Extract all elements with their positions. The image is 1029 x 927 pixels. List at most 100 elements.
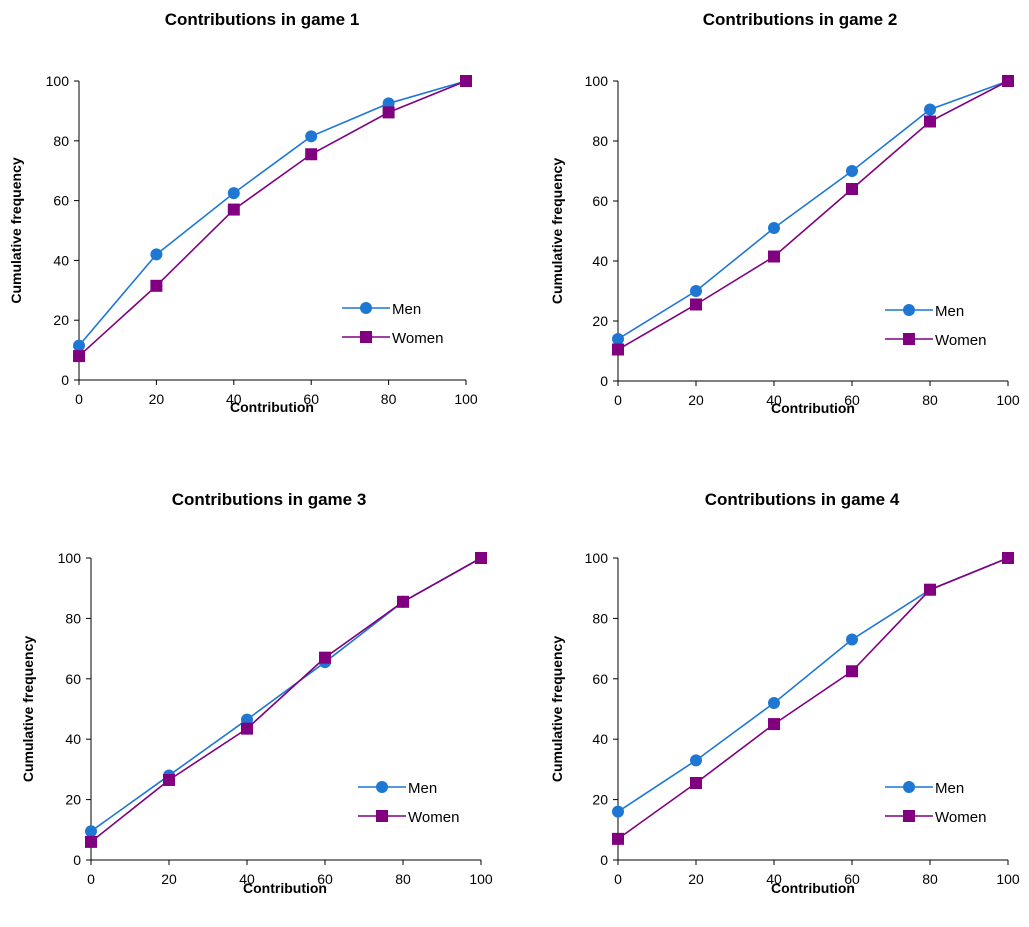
y-tick-label: 100 (58, 550, 82, 566)
data-point (690, 754, 702, 767)
x-tick-label: 40 (766, 871, 782, 887)
data-point (768, 222, 780, 234)
data-point (73, 339, 85, 352)
y-tick-label: 100 (46, 73, 70, 89)
x-tick-label: 40 (226, 391, 242, 407)
data-point (768, 696, 780, 709)
data-point (460, 75, 472, 87)
data-point (305, 130, 318, 143)
data-point (1002, 552, 1014, 564)
series-line (78, 80, 467, 347)
legend-marker (903, 333, 915, 345)
data-point (846, 633, 858, 646)
chart-panel-4: Contributions in game 4 0 20 40 60 80 100 0 20 40… (549, 490, 1020, 896)
series-line (617, 80, 1009, 340)
data-point (768, 718, 780, 731)
data-point (241, 722, 253, 735)
y-tick-label: 60 (592, 193, 608, 209)
y-tick-label: 20 (53, 312, 69, 328)
legend: Men Women (885, 303, 986, 349)
series-women (612, 552, 1014, 845)
y-tick-label: 80 (592, 610, 608, 626)
data-point (85, 825, 97, 838)
data-point (690, 285, 702, 297)
data-point (73, 350, 85, 363)
y-tick-label: 80 (65, 610, 81, 626)
legend-marker (360, 302, 372, 314)
y-tick-label: 40 (53, 252, 69, 268)
x-axis-title: Contribution (771, 400, 855, 416)
y-axis-title: Cumulative frequency (549, 636, 565, 782)
legend-label: Women (935, 809, 986, 826)
data-point (227, 187, 240, 200)
x-tick-label: 60 (844, 871, 860, 887)
x-tick-label: 0 (87, 871, 95, 887)
data-point (1002, 75, 1014, 87)
y-tick-label: 100 (585, 550, 609, 566)
data-point (382, 106, 395, 119)
chart-panel-1: Contributions in game 1 0 20 40 60 80 100 0 20 40… (8, 10, 478, 415)
data-point (612, 343, 624, 356)
y-tick-label: 40 (592, 731, 608, 747)
x-axis-title: Contribution (230, 399, 314, 415)
series-women (612, 75, 1014, 356)
legend-marker (376, 781, 388, 793)
data-point (319, 651, 331, 664)
y-tick-label: 40 (592, 253, 608, 269)
legend-label: Men (935, 303, 964, 320)
chart-title: Contributions in game 3 (172, 490, 367, 509)
x-tick-label: 20 (149, 391, 165, 407)
x-tick-label: 100 (996, 392, 1020, 408)
chart-title: Contributions in game 2 (703, 10, 898, 29)
x-tick-label: 20 (161, 871, 177, 887)
data-point (612, 333, 624, 345)
data-point (924, 583, 936, 596)
y-tick-label: 20 (592, 792, 608, 808)
data-point (163, 773, 175, 786)
y-tick-label: 20 (592, 313, 608, 329)
x-tick-label: 40 (239, 871, 255, 887)
x-tick-label: 60 (317, 871, 333, 887)
x-tick-label: 80 (922, 871, 938, 887)
series-men (612, 552, 1014, 818)
x-tick-label: 60 (303, 391, 319, 407)
x-tick-label: 60 (844, 392, 860, 408)
data-point (846, 665, 858, 678)
data-point (150, 279, 163, 292)
y-tick-label: 60 (65, 671, 81, 687)
legend: Men Women (885, 780, 986, 826)
chart-panel-3: Contributions in game 3 0 20 40 60 80 100 0 20 40… (20, 490, 493, 896)
legend-label: Women (392, 330, 443, 347)
x-tick-label: 100 (996, 871, 1020, 887)
series-line (90, 557, 482, 843)
y-tick-label: 100 (585, 73, 609, 89)
data-point (690, 298, 702, 311)
y-tick-label: 0 (73, 852, 81, 868)
y-axis-title: Cumulative frequency (20, 636, 36, 782)
x-tick-label: 80 (922, 392, 938, 408)
data-point (612, 832, 624, 845)
data-point (846, 165, 858, 177)
legend-marker (903, 781, 915, 793)
x-tick-label: 80 (395, 871, 411, 887)
series-line (617, 80, 1009, 351)
data-point (85, 835, 97, 848)
legend-label: Women (408, 809, 459, 826)
legend-label: Men (408, 780, 437, 797)
series-line (617, 557, 1009, 813)
data-point (612, 805, 624, 818)
legend-marker (903, 304, 915, 316)
x-axis-title: Contribution (243, 880, 327, 896)
y-tick-label: 0 (61, 372, 69, 388)
data-point (475, 552, 487, 564)
data-point (241, 713, 253, 726)
legend-label: Women (935, 332, 986, 349)
x-tick-label: 20 (688, 392, 704, 408)
legend-marker (360, 331, 372, 343)
series-women (85, 552, 487, 848)
series-line (617, 557, 1009, 840)
x-tick-label: 40 (766, 392, 782, 408)
legend-label: Men (392, 301, 421, 318)
